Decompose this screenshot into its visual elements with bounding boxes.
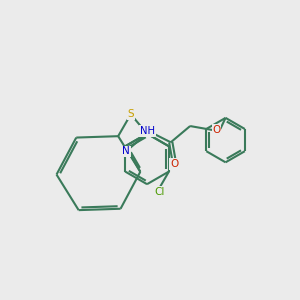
Text: N: N: [122, 146, 130, 156]
Text: Cl: Cl: [154, 187, 165, 196]
Text: O: O: [212, 125, 220, 135]
Text: NH: NH: [140, 126, 155, 136]
Text: S: S: [128, 109, 134, 119]
Text: O: O: [170, 159, 178, 169]
